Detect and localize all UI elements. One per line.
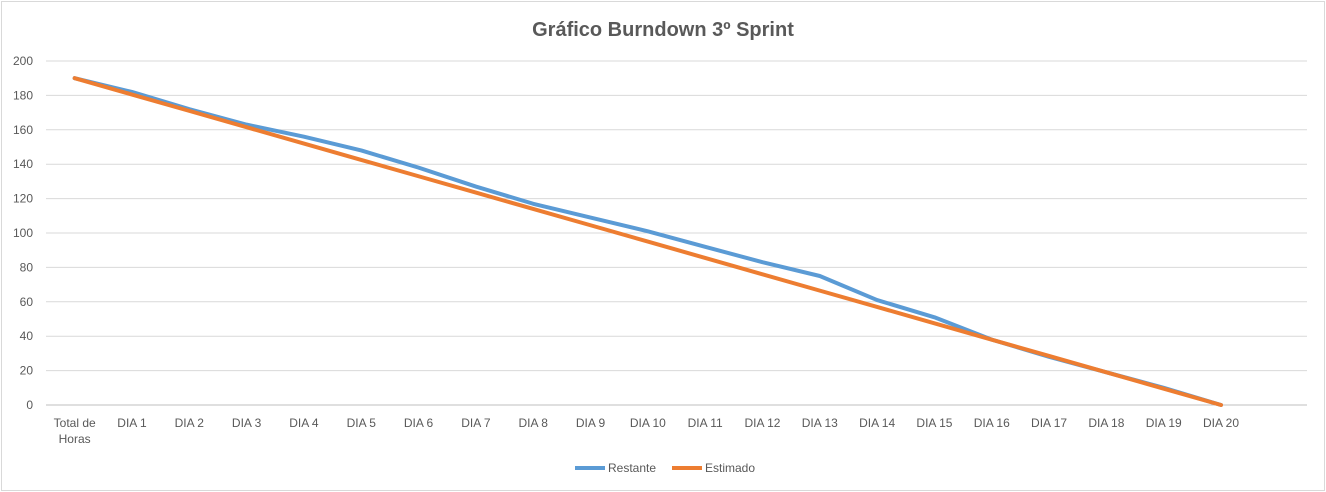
y-tick-label: 60 — [20, 295, 34, 309]
y-tick-label: 120 — [13, 192, 33, 206]
y-axis-ticks: 0 20 40 60 80 100 120 140 160 180 200 — [13, 54, 33, 412]
y-tick-label: 0 — [26, 398, 33, 412]
series-line-estimado — [72, 76, 1224, 407]
x-tick-label: DIA 8 — [519, 416, 549, 430]
chart-title: Gráfico Burndown 3º Sprint — [532, 19, 794, 41]
x-tick-label: DIA 9 — [576, 416, 606, 430]
x-tick-label: DIA 16 — [974, 416, 1010, 430]
x-tick-label: DIA 15 — [916, 416, 952, 430]
x-tick-label: DIA 10 — [630, 416, 666, 430]
y-tick-label: 100 — [13, 226, 33, 240]
x-tick-label: DIA 6 — [404, 416, 434, 430]
legend-label: Estimado — [705, 461, 755, 475]
x-tick-label: DIA 11 — [688, 416, 723, 430]
y-tick-label: 80 — [20, 260, 34, 274]
x-tick-label: DIA 7 — [461, 416, 491, 430]
x-tick-label: DIA 2 — [175, 416, 205, 430]
gridlines — [46, 60, 1307, 406]
x-axis-ticks: Total de Horas DIA 1 DIA 2 DIA 3 DIA 4 DIA 5 DI… — [54, 416, 1240, 446]
x-tick-label: DIA 12 — [744, 416, 780, 430]
legend-label: Restante — [608, 461, 656, 475]
x-tick-label: DIA 19 — [1146, 416, 1182, 430]
series-lines — [72, 76, 1224, 407]
x-tick-label: DIA 5 — [347, 416, 377, 430]
x-tick-label: DIA 20 — [1203, 416, 1239, 430]
x-tick-label: DIA 1 — [117, 416, 147, 430]
x-tick-label: DIA 14 — [859, 416, 895, 430]
y-tick-label: 140 — [13, 157, 33, 171]
y-tick-label: 160 — [13, 123, 33, 137]
x-tick-label: DIA 18 — [1088, 416, 1124, 430]
legend: Restante Estimado — [575, 461, 755, 475]
y-tick-label: 200 — [13, 54, 33, 68]
y-tick-label: 40 — [20, 329, 34, 343]
y-tick-label: 180 — [13, 88, 33, 102]
x-tick-label: DIA 17 — [1031, 416, 1067, 430]
x-tick-label: DIA 4 — [289, 416, 319, 430]
x-tick-label: DIA 3 — [232, 416, 262, 430]
x-tick-label: Total de Horas — [54, 416, 96, 446]
x-tick-label: DIA 13 — [802, 416, 838, 430]
y-tick-label: 20 — [20, 364, 34, 378]
